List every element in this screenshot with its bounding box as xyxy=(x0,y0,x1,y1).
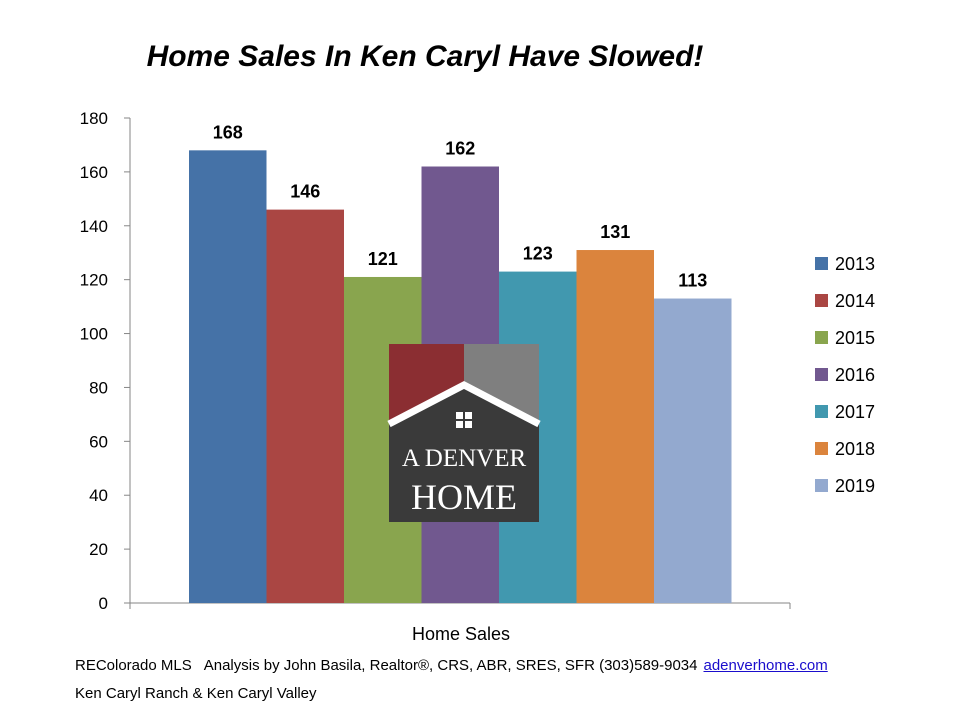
legend-swatch-2019 xyxy=(815,479,828,492)
legend-label-2015: 2015 xyxy=(835,328,875,348)
window-icon xyxy=(456,412,472,428)
data-label-2018: 131 xyxy=(600,222,630,242)
bar-2014 xyxy=(266,209,344,603)
legend-swatch-2017 xyxy=(815,405,828,418)
y-tick-label: 0 xyxy=(99,594,108,613)
bar-2018 xyxy=(576,250,654,603)
legend-label-2017: 2017 xyxy=(835,402,875,422)
data-label-2013: 168 xyxy=(213,122,243,142)
bar-chart: 0 20 40 60 80 100 120 140 160 180 168 146 121 162 123… xyxy=(80,109,875,644)
footer-analysis: Analysis by John Basila, Realtor®, CRS, … xyxy=(203,657,698,674)
bar-2019 xyxy=(654,298,732,603)
logo-text-line2: HOME xyxy=(411,477,517,517)
legend-swatch-2013 xyxy=(815,257,828,270)
footer-source: REColorado MLS xyxy=(75,657,192,674)
data-label-2015: 121 xyxy=(368,249,398,269)
y-tick-label: 160 xyxy=(80,163,108,182)
legend-label-2018: 2018 xyxy=(835,439,875,459)
legend-swatch-2014 xyxy=(815,294,828,307)
logo: A DENVER HOME xyxy=(387,344,541,522)
legend-label-2014: 2014 xyxy=(835,291,875,311)
y-tick-label: 100 xyxy=(80,325,108,344)
y-tick-label: 20 xyxy=(89,540,108,559)
data-label-2019: 113 xyxy=(678,271,707,291)
y-tick-label: 80 xyxy=(89,378,108,397)
logo-text-line1: A DENVER xyxy=(402,445,527,472)
footer-credits: REColorado MLS Analysis by John Basila, R… xyxy=(75,657,828,674)
legend-swatch-2016 xyxy=(815,368,828,381)
y-tick-label: 140 xyxy=(80,217,108,236)
logo-roof-line xyxy=(387,381,541,428)
x-axis-title: Home Sales xyxy=(412,624,510,644)
legend-swatch-2018 xyxy=(815,442,828,455)
logo-house-shape xyxy=(389,386,539,522)
legend-swatch-2015 xyxy=(815,331,828,344)
legend: 2013 2014 2015 2016 2017 2018 2019 xyxy=(815,254,875,496)
website-link[interactable]: adenverhome.com xyxy=(703,657,828,674)
data-label-2017: 123 xyxy=(523,244,553,264)
bar-2013 xyxy=(189,150,267,604)
legend-label-2019: 2019 xyxy=(835,476,875,496)
y-tick-label: 60 xyxy=(89,432,108,451)
chart-title: Home Sales In Ken Caryl Have Slowed! xyxy=(146,40,704,73)
y-tick-label: 120 xyxy=(80,271,108,290)
data-label-2014: 146 xyxy=(290,182,320,202)
legend-label-2013: 2013 xyxy=(835,254,875,274)
y-tick-label: 40 xyxy=(89,486,108,505)
legend-label-2016: 2016 xyxy=(835,365,875,385)
footer-area: Ken Caryl Ranch & Ken Caryl Valley xyxy=(75,685,317,702)
data-label-2016: 162 xyxy=(445,139,475,159)
y-tick-label: 180 xyxy=(80,109,108,128)
